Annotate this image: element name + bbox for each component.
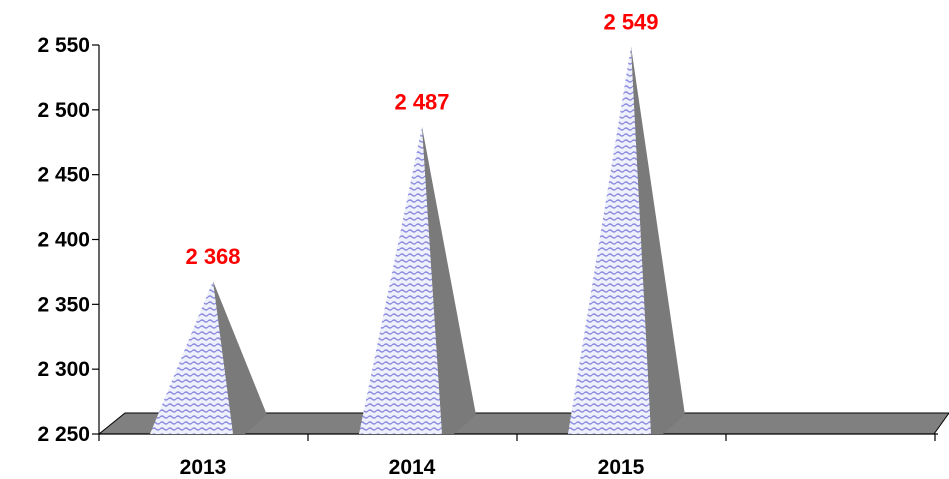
x-tick-label: 2014 xyxy=(389,456,436,479)
y-tick-label: 2 300 xyxy=(37,358,90,381)
x-tick-label: 2013 xyxy=(180,456,227,479)
data-labels: 2 368 2 487 2 549 xyxy=(185,9,658,269)
y-tick-label: 2 350 xyxy=(37,293,90,316)
y-tick-label: 2 400 xyxy=(37,229,90,252)
data-label: 2 549 xyxy=(603,9,658,34)
data-label: 2 368 xyxy=(185,244,240,269)
cone-bar xyxy=(568,46,651,435)
y-tick-label: 2 450 xyxy=(37,164,90,187)
y-axis: 2 250 2 300 2 350 2 400 2 450 2 500 2 550 xyxy=(37,34,100,446)
cones xyxy=(150,46,685,435)
cone-bar xyxy=(150,280,233,434)
y-tick-label: 2 250 xyxy=(37,423,90,446)
x-axis: 2013 2014 2015 xyxy=(98,433,938,479)
cone-bar xyxy=(359,126,442,434)
y-tick-label: 2 500 xyxy=(37,99,90,122)
data-label: 2 487 xyxy=(394,90,449,115)
x-tick-label: 2015 xyxy=(598,456,645,479)
y-tick-label: 2 550 xyxy=(37,34,90,57)
